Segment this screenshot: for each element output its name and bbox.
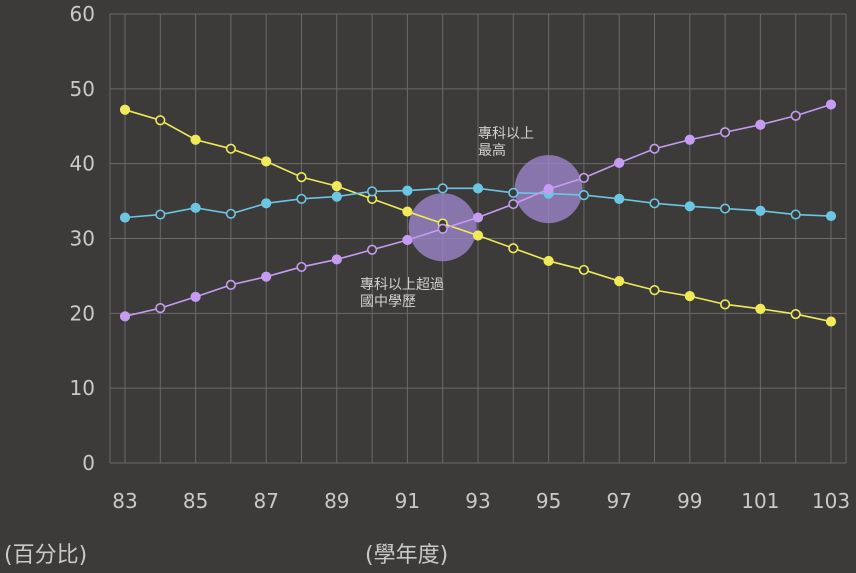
data-point xyxy=(437,223,448,234)
x-tick-label: 95 xyxy=(536,489,561,513)
data-point xyxy=(119,311,131,322)
data-point xyxy=(119,104,131,115)
x-tick-label: 93 xyxy=(465,489,490,513)
data-point xyxy=(755,205,766,216)
x-tick-label: 91 xyxy=(395,489,420,513)
data-point xyxy=(508,187,519,198)
data-point xyxy=(614,193,625,204)
data-point xyxy=(508,243,519,254)
data-point xyxy=(578,189,590,201)
annotation-line: 專科以上 xyxy=(478,126,534,142)
data-point xyxy=(719,299,731,310)
x-tick-label: 83 xyxy=(112,489,137,513)
y-tick-label: 60 xyxy=(70,2,95,26)
data-point xyxy=(331,254,342,265)
y-tick-label: 50 xyxy=(70,77,95,101)
data-point xyxy=(296,261,307,273)
data-point xyxy=(190,202,201,213)
x-tick-label: 101 xyxy=(741,489,779,513)
y-tick-label: 40 xyxy=(70,152,95,176)
data-point xyxy=(578,264,590,276)
annotation-line: 國中學歷 xyxy=(360,294,416,310)
series-lines xyxy=(119,99,837,327)
y-tick-label: 30 xyxy=(70,227,95,251)
x-axis-ticks: 83 85 87 89 91 93 95 97 99 101 103 xyxy=(112,489,850,513)
data-point xyxy=(649,198,660,209)
data-point xyxy=(578,172,590,183)
data-point xyxy=(543,184,554,195)
data-point xyxy=(119,212,131,223)
y-tick-label: 10 xyxy=(70,376,95,400)
annotation-line: 最高 xyxy=(478,142,506,159)
data-point xyxy=(755,303,766,314)
x-tick-label: 89 xyxy=(324,489,349,513)
data-point xyxy=(155,302,166,314)
x-axis-title: (學年度) xyxy=(365,543,448,568)
data-point xyxy=(825,99,837,110)
data-point xyxy=(614,276,625,287)
data-point xyxy=(543,255,554,267)
data-point xyxy=(261,271,272,282)
data-point xyxy=(402,206,413,217)
series-0 xyxy=(119,104,837,327)
data-point xyxy=(684,134,695,145)
data-point xyxy=(261,156,272,167)
data-point xyxy=(296,172,307,183)
y-axis-ticks: 0 10 20 30 40 50 60 xyxy=(70,2,95,475)
x-tick-label: 103 xyxy=(812,489,850,513)
data-point xyxy=(790,209,801,220)
data-point xyxy=(155,115,166,126)
data-point xyxy=(719,203,731,214)
data-point xyxy=(825,210,837,222)
x-tick-label: 99 xyxy=(677,489,702,513)
data-point xyxy=(649,285,660,296)
series-1 xyxy=(119,183,837,223)
data-point xyxy=(225,208,236,219)
data-point xyxy=(472,230,484,241)
data-point xyxy=(790,110,801,121)
data-point xyxy=(367,244,378,255)
data-point xyxy=(402,234,413,246)
y-axis-title: (百分比) xyxy=(4,543,87,568)
y-tick-label: 0 xyxy=(82,451,95,475)
data-point xyxy=(684,291,695,302)
data-point xyxy=(155,209,166,220)
data-point xyxy=(225,143,236,154)
data-point xyxy=(472,183,484,194)
data-point xyxy=(825,316,837,327)
x-tick-label: 97 xyxy=(606,489,631,513)
series-2 xyxy=(119,99,837,322)
data-point xyxy=(190,291,201,302)
data-point xyxy=(331,191,342,202)
data-point xyxy=(190,134,201,145)
data-point xyxy=(261,198,272,209)
data-point xyxy=(331,181,342,192)
data-point xyxy=(402,185,413,196)
y-tick-label: 20 xyxy=(70,301,95,325)
data-point xyxy=(367,186,378,197)
data-point xyxy=(296,193,307,204)
highlight-circles xyxy=(408,155,583,262)
x-tick-label: 87 xyxy=(253,489,278,513)
data-point xyxy=(472,212,484,223)
data-point xyxy=(755,119,766,130)
data-point xyxy=(225,279,236,290)
data-point xyxy=(437,183,448,194)
data-point xyxy=(508,198,519,210)
data-point xyxy=(684,201,695,212)
x-tick-label: 85 xyxy=(183,489,208,513)
data-point xyxy=(790,308,801,320)
data-point xyxy=(649,143,660,154)
data-point xyxy=(614,157,625,169)
annotation-line: 專科以上超過 xyxy=(360,277,444,293)
data-point xyxy=(719,127,731,138)
